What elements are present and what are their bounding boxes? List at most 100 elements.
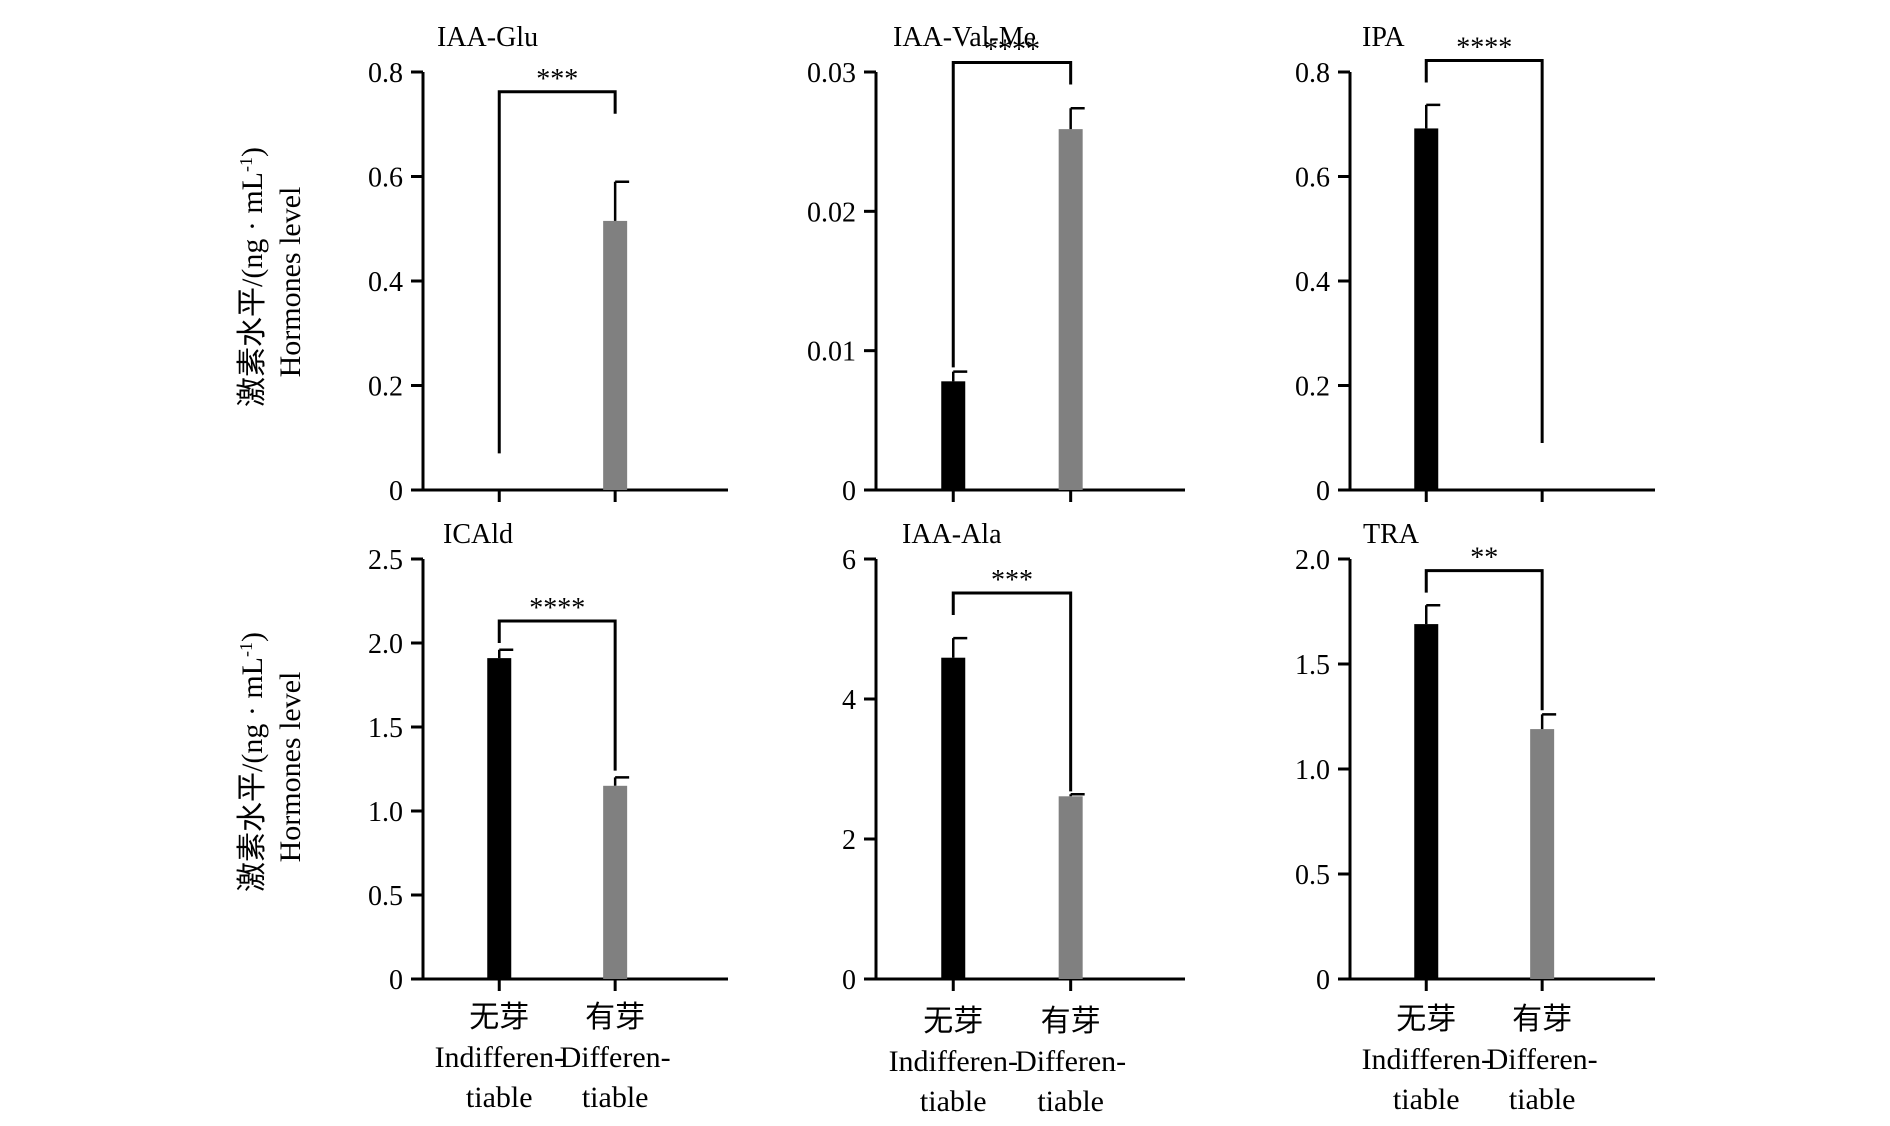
error-bar (498, 648, 514, 659)
y-tick-label: 0.01 (807, 337, 856, 368)
category-label-en-2: tiable (1037, 1085, 1104, 1118)
axis-lines (1348, 72, 1655, 492)
y-tick-label: 0 (389, 476, 403, 507)
category-label-cn: 无芽 (469, 1001, 529, 1034)
significance-label: *** (536, 64, 578, 95)
panel-title: TRA (1363, 519, 1420, 550)
error-bar (1069, 792, 1085, 797)
category-label-en-1: Indifferen- (889, 1045, 1018, 1078)
y-tick-label: 0.8 (368, 58, 403, 89)
error-bar (1425, 603, 1441, 625)
y-axis-label-en-row-1: Hormones level (274, 187, 307, 378)
panel-iaa-ala: IAA-Ala 0 2 4 6 *** (842, 519, 1185, 996)
bar-differentiable (603, 220, 628, 490)
category-label-en-1: Indifferen- (1362, 1043, 1491, 1076)
panel-title: ICAld (443, 519, 513, 550)
category-label-indifferentiable: 无芽 Indifferen-tiable (1362, 1003, 1491, 1116)
y-axis-label-en-row-2: Hormones level (274, 672, 307, 863)
panel-iaa-glu: IAA-Glu 0 0.2 0.4 0.6 0.8 *** (368, 22, 728, 507)
y-tick-label: 0 (1316, 476, 1330, 507)
category-label-cn: 有芽 (585, 1001, 645, 1034)
axis-lines (874, 559, 1185, 981)
panel-tra: TRA 0 0.5 1.0 1.5 2.0 ** (1295, 519, 1655, 996)
axis-lines (421, 72, 728, 492)
y-axis-label-cn-row-2: 激素水平/(ng · mL-1) (236, 632, 269, 892)
error-bar (613, 180, 630, 221)
y-tick-label: 2.0 (368, 629, 403, 660)
panel-iaa-val-me: IAA-Val-Me 0 0.01 0.02 0.03 **** (807, 22, 1185, 507)
significance-bracket (1424, 58, 1544, 443)
significance-label: ** (1470, 543, 1498, 574)
error-bar (1425, 103, 1441, 129)
category-label-indifferentiable: 无芽 Indifferen-tiable (889, 1005, 1018, 1118)
category-label-en-1: Differen- (1487, 1043, 1598, 1076)
y-tick-label: 0.4 (1295, 267, 1330, 298)
significance-label: **** (1456, 32, 1512, 63)
error-bar (613, 776, 630, 786)
category-label-en-2: tiable (1393, 1083, 1460, 1116)
panel-title: IPA (1362, 22, 1405, 53)
y-tick-label: 0.5 (1295, 860, 1330, 891)
error-bar (952, 636, 968, 658)
y-tick-label: 0.5 (368, 881, 403, 912)
significance-bracket (497, 90, 617, 454)
significance-label: **** (529, 593, 585, 624)
category-label-indifferentiable: 无芽 Indifferen-tiable (435, 1001, 564, 1114)
significance-label: **** (984, 35, 1040, 66)
y-tick-label: 0 (389, 965, 403, 996)
y-tick-label: 1.5 (368, 713, 403, 744)
y-tick-label: 0.02 (807, 197, 856, 228)
y-tick-label: 0.6 (1295, 163, 1330, 194)
error-bar (952, 370, 968, 382)
category-label-en-1: Indifferen- (435, 1041, 564, 1074)
y-tick-label: 0 (842, 965, 856, 996)
category-label-en-1: Differen- (1015, 1045, 1126, 1078)
significance-bracket (1424, 569, 1544, 711)
y-tick-label: 1.5 (1295, 650, 1330, 681)
y-tick-label: 0.2 (1295, 372, 1330, 403)
y-axis-label-cn-row-1: 激素水平/(ng · mL-1) (236, 147, 269, 407)
bar-differentiable (1058, 129, 1083, 491)
significance-bracket (497, 619, 617, 771)
category-label-en-2: tiable (466, 1081, 533, 1114)
error-bar (1069, 106, 1085, 130)
y-tick-label: 1.0 (1295, 755, 1330, 786)
y-tick-label: 2.0 (1295, 545, 1330, 576)
panel-title: IAA-Ala (902, 519, 1002, 550)
category-label-cn: 有芽 (1041, 1005, 1101, 1038)
significance-label: *** (991, 565, 1033, 596)
category-label-en-1: Differen- (560, 1041, 671, 1074)
bar-differentiable (603, 785, 628, 979)
significance-bracket (951, 61, 1073, 368)
bar-indifferentiable (941, 657, 966, 979)
bar-indifferentiable (487, 658, 512, 979)
error-bar (1540, 713, 1557, 730)
category-label-cn: 有芽 (1512, 1003, 1572, 1036)
panel-icald: ICAld 0 0.5 1.0 1.5 2.0 2.5 **** (368, 519, 728, 996)
y-tick-label: 0.4 (368, 267, 403, 298)
category-label-en-2: tiable (582, 1081, 649, 1114)
y-tick-label: 0 (1316, 965, 1330, 996)
y-tick-label: 1.0 (368, 797, 403, 828)
panel-title: IAA-Val-Me (893, 22, 1036, 53)
category-label-differentiable: 有芽 Differen-tiable (560, 1001, 671, 1114)
category-label-differentiable: 有芽 Differen-tiable (1487, 1003, 1598, 1116)
y-tick-label: 0.6 (368, 163, 403, 194)
bar-indifferentiable (941, 381, 966, 490)
significance-bracket (951, 591, 1073, 792)
y-tick-label: 0 (842, 476, 856, 507)
y-tick-label: 4 (842, 685, 856, 716)
bar-indifferentiable (1414, 624, 1439, 979)
category-label-cn: 无芽 (923, 1005, 983, 1038)
category-label-en-2: tiable (1509, 1083, 1576, 1116)
y-tick-label: 2 (842, 825, 856, 856)
axis-lines (1348, 559, 1655, 981)
panel-ipa: IPA 0 0.2 0.4 0.6 0.8 **** (1295, 22, 1655, 507)
category-label-cn: 无芽 (1396, 1003, 1456, 1036)
y-tick-label: 0.2 (368, 372, 403, 403)
y-tick-label: 0.03 (807, 58, 856, 89)
bar-differentiable (1530, 729, 1555, 979)
y-axis-label-row-2: 激素水平/(ng · mL-1) Hormones level (236, 632, 307, 892)
y-tick-label: 0.8 (1295, 58, 1330, 89)
